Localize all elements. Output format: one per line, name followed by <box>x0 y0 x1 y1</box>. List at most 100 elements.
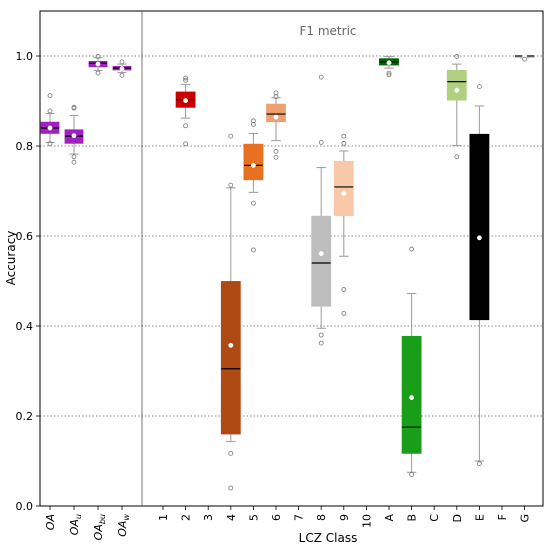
outlier <box>318 332 324 338</box>
box-OAw <box>112 59 132 78</box>
outlier <box>454 154 460 160</box>
x-tick-label: E <box>473 514 486 521</box>
outlier <box>273 154 279 160</box>
outlier <box>341 133 347 139</box>
outlier <box>318 74 324 80</box>
y-tick-label: 0.4 <box>16 320 34 333</box>
outlier <box>47 141 53 147</box>
outlier <box>386 70 392 76</box>
box <box>266 103 286 123</box>
y-tick-label: 0.2 <box>16 410 34 423</box>
outlier <box>250 247 256 253</box>
outlier <box>71 105 77 111</box>
outlier <box>273 94 279 99</box>
outlier <box>318 340 324 346</box>
mean-marker <box>228 342 234 348</box>
box-9 <box>333 133 354 316</box>
outlier <box>250 118 256 124</box>
x-tick-label: OAbu <box>92 514 107 540</box>
x-tick-label: 1 <box>157 514 170 521</box>
x-tick-label: OAw <box>116 514 131 537</box>
x-tick-label: 3 <box>202 514 215 521</box>
box-plots <box>40 54 535 491</box>
outlier <box>183 141 189 147</box>
x-axis: OA OAu OAbu OAw 1 2 3 4 5 6 7 8 9 10 A B C D E F G <box>44 506 532 540</box>
outlier <box>250 200 256 206</box>
x-tick-label: 6 <box>270 514 283 521</box>
y-axis-label: Accuracy <box>4 231 18 286</box>
mean-marker <box>183 98 189 104</box>
y-tick-label: 0.0 <box>16 500 34 513</box>
box-E <box>469 84 490 467</box>
y-tick-label: 0.8 <box>16 140 34 153</box>
outlier <box>409 246 415 252</box>
panel-label: F1 metric <box>300 24 357 38</box>
box <box>446 70 467 101</box>
outlier <box>95 54 101 59</box>
box-OA <box>40 93 60 147</box>
outlier <box>47 108 53 114</box>
box-8 <box>311 74 332 346</box>
outlier <box>476 461 482 467</box>
box <box>401 335 422 454</box>
y-tick-label: 1.0 <box>16 50 34 63</box>
box-2 <box>175 75 196 147</box>
mean-marker <box>273 114 279 120</box>
box <box>333 160 354 217</box>
outlier <box>228 182 234 188</box>
box-D <box>446 54 467 160</box>
box-5 <box>243 118 264 253</box>
outlier <box>183 123 189 129</box>
mean-marker <box>71 133 77 139</box>
x-tick-label: 8 <box>315 514 328 521</box>
box <box>220 281 241 435</box>
mean-marker <box>318 251 324 257</box>
outlier <box>119 72 125 78</box>
x-tick-label: OAu <box>68 514 83 535</box>
x-tick-label: 7 <box>293 514 306 521</box>
box-OAbu <box>88 54 108 76</box>
outlier <box>71 154 77 160</box>
box <box>243 143 264 181</box>
box-OAu <box>64 104 84 165</box>
box <box>469 133 490 321</box>
x-tick-label: 4 <box>225 514 238 521</box>
box-6 <box>266 90 286 160</box>
box-4 <box>220 133 241 491</box>
box-A <box>379 55 399 78</box>
outlier <box>386 72 392 78</box>
mean-marker <box>250 162 256 168</box>
y-axis: 0.0 0.2 0.4 0.6 0.8 1.0 <box>16 50 40 513</box>
y-tick-label: 0.6 <box>16 230 34 243</box>
outlier <box>119 59 125 65</box>
mean-marker <box>341 191 347 197</box>
mean-marker <box>454 87 460 93</box>
outlier <box>522 56 527 62</box>
box-B <box>401 246 422 477</box>
outlier <box>273 90 279 96</box>
grid-lines <box>40 55 543 417</box>
box <box>311 215 332 307</box>
x-tick-label: G <box>519 514 532 523</box>
x-tick-label: 9 <box>338 514 351 521</box>
outlier <box>95 70 101 76</box>
x-tick-label: D <box>451 514 464 522</box>
outlier <box>71 159 77 165</box>
x-tick-label: 2 <box>180 514 193 521</box>
x-tick-label: C <box>428 514 441 522</box>
outlier <box>341 140 347 146</box>
plot-frame <box>39 10 544 507</box>
outlier <box>47 93 53 98</box>
outlier <box>409 472 415 477</box>
x-axis-label: LCZ Class <box>299 531 358 545</box>
outlier <box>318 139 324 145</box>
outlier <box>341 310 347 316</box>
mean-marker <box>47 125 53 131</box>
x-tick-label: 10 <box>360 514 373 528</box>
outlier <box>273 148 279 154</box>
x-tick-label: 5 <box>247 514 260 521</box>
outlier <box>228 133 234 139</box>
box-G <box>514 54 535 62</box>
outlier <box>183 77 189 83</box>
